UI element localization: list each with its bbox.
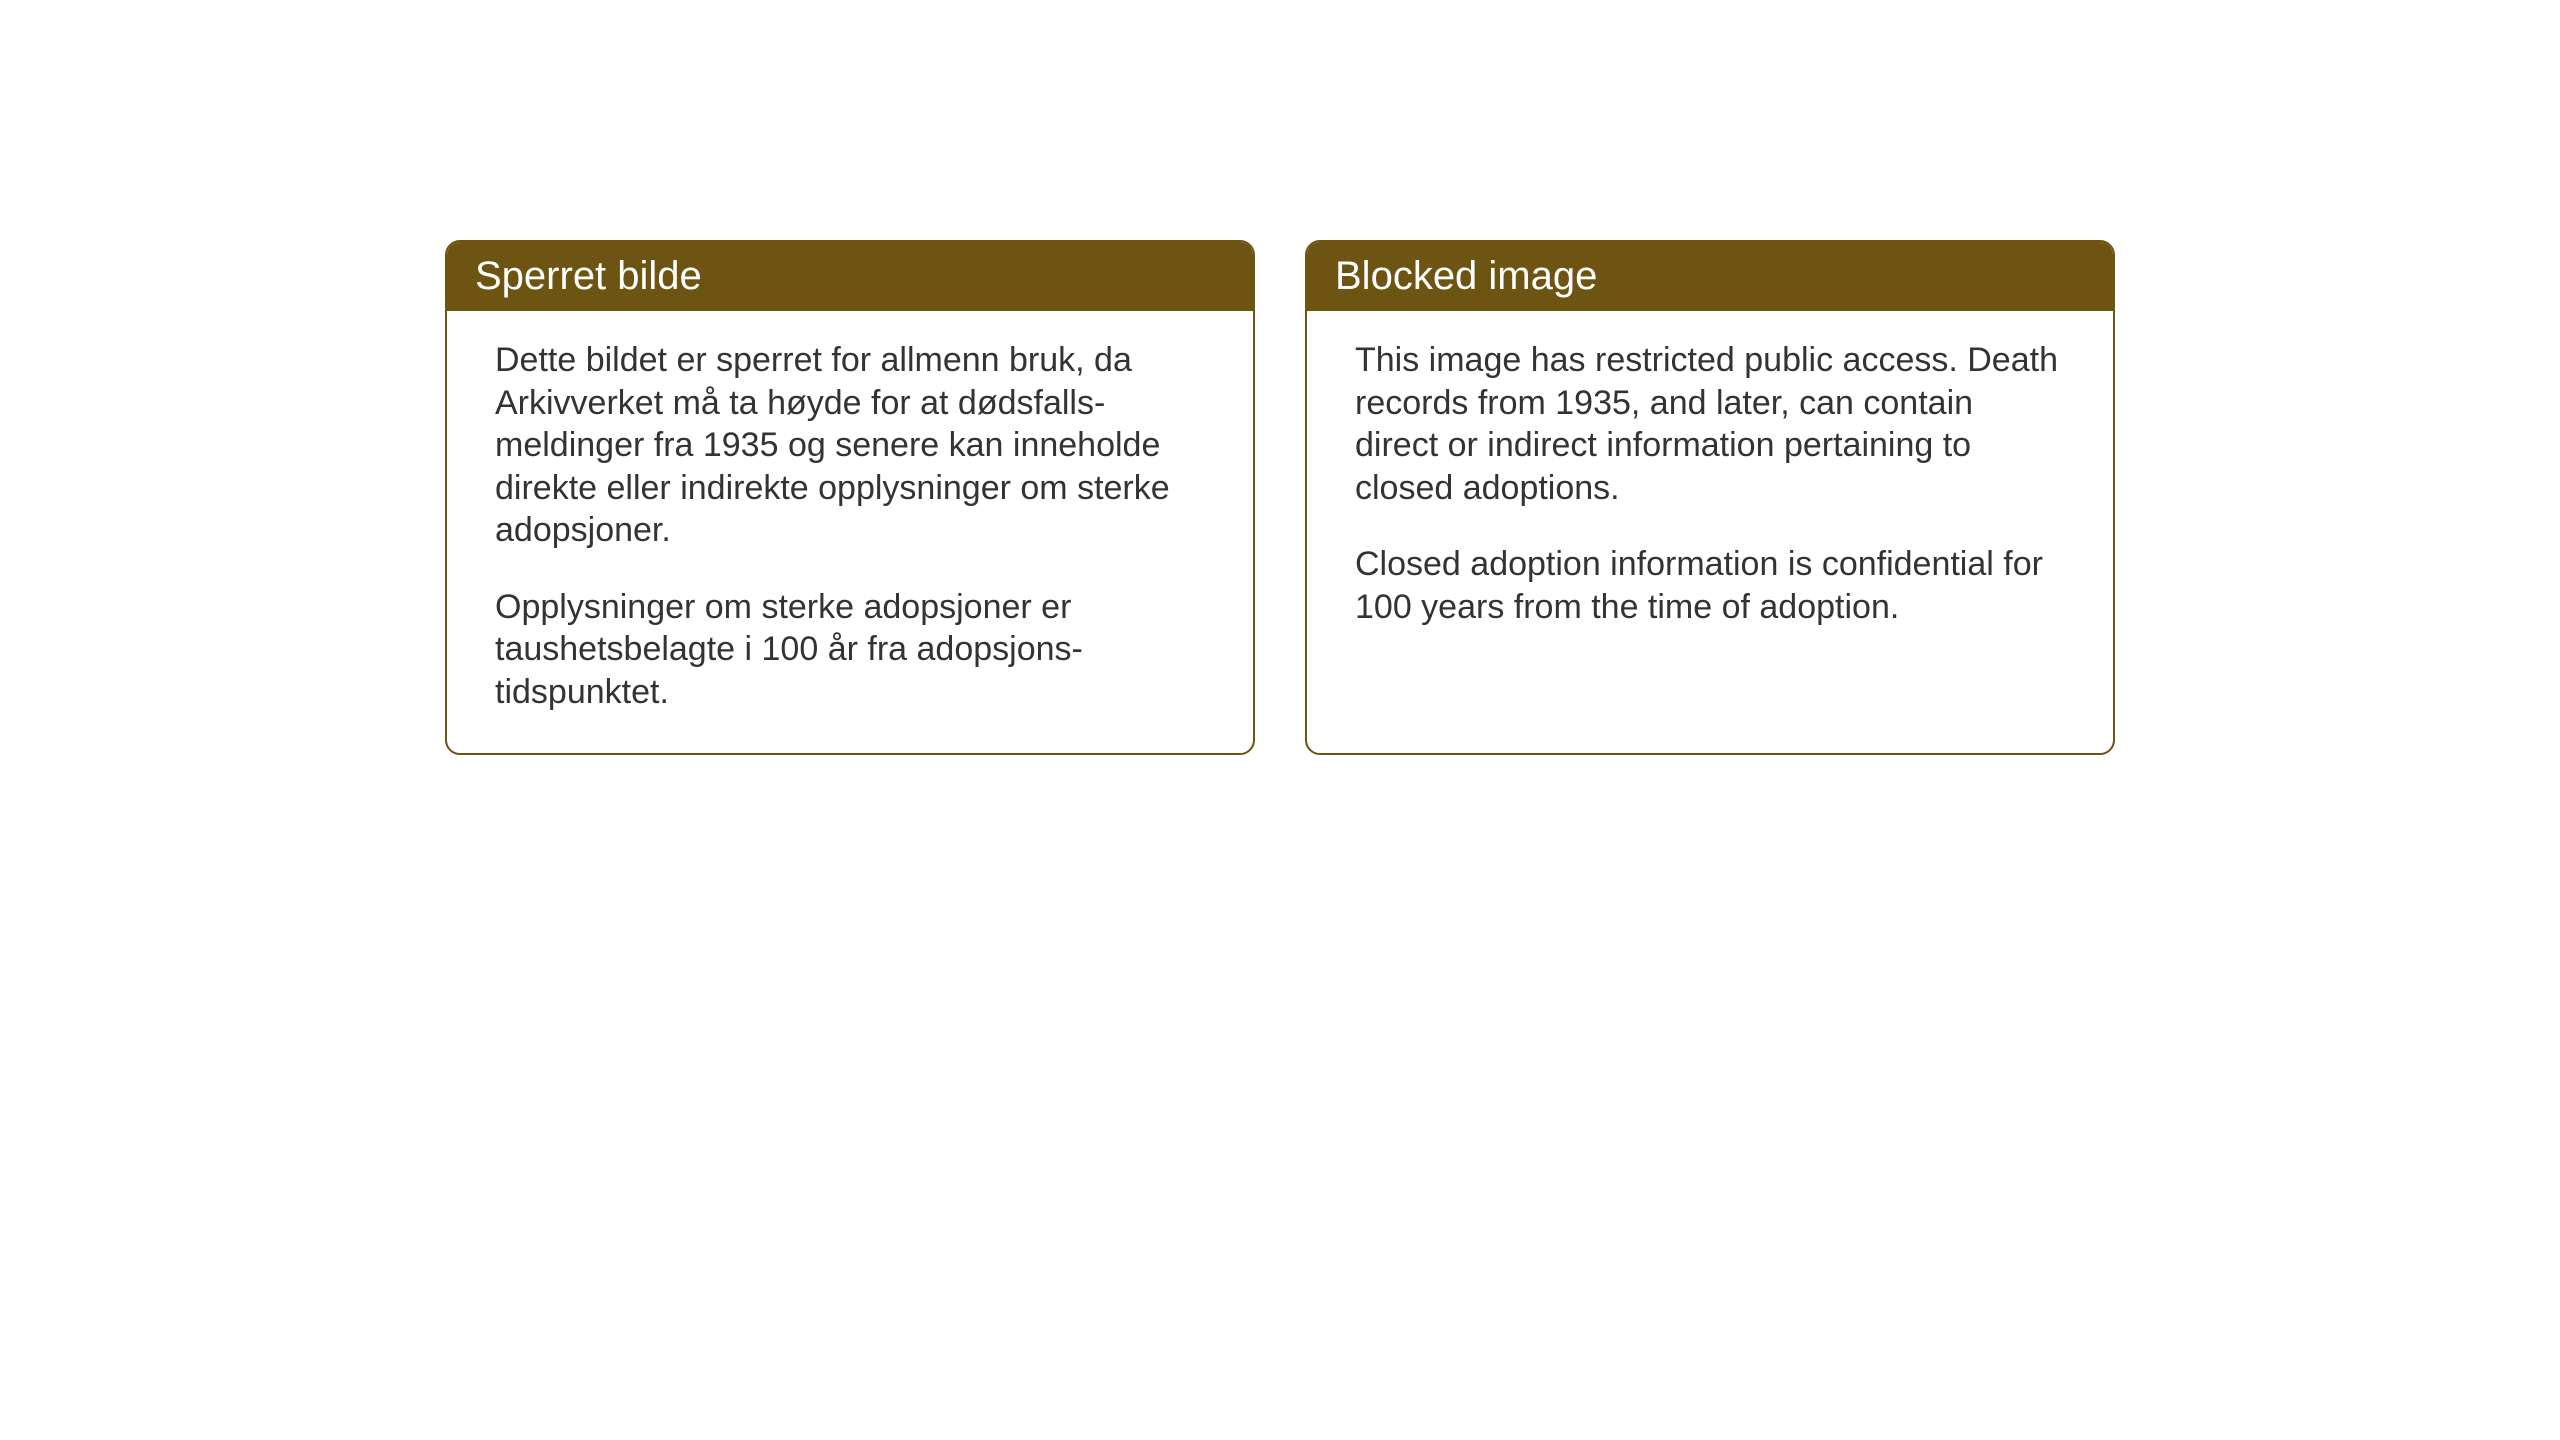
card-body-norwegian: Dette bildet er sperret for allmenn bruk… (447, 311, 1253, 753)
card-paragraph-norwegian-2: Opplysninger om sterke adopsjoner er tau… (495, 586, 1205, 714)
notice-container: Sperret bilde Dette bildet er sperret fo… (445, 240, 2115, 755)
card-header-english: Blocked image (1307, 242, 2113, 311)
card-header-norwegian: Sperret bilde (447, 242, 1253, 311)
card-paragraph-english-1: This image has restricted public access.… (1355, 339, 2065, 509)
card-body-english: This image has restricted public access.… (1307, 311, 2113, 668)
card-title-norwegian: Sperret bilde (475, 254, 702, 298)
notice-card-english: Blocked image This image has restricted … (1305, 240, 2115, 755)
card-paragraph-norwegian-1: Dette bildet er sperret for allmenn bruk… (495, 339, 1205, 552)
notice-card-norwegian: Sperret bilde Dette bildet er sperret fo… (445, 240, 1255, 755)
card-title-english: Blocked image (1335, 254, 1597, 298)
card-paragraph-english-2: Closed adoption information is confident… (1355, 543, 2065, 628)
